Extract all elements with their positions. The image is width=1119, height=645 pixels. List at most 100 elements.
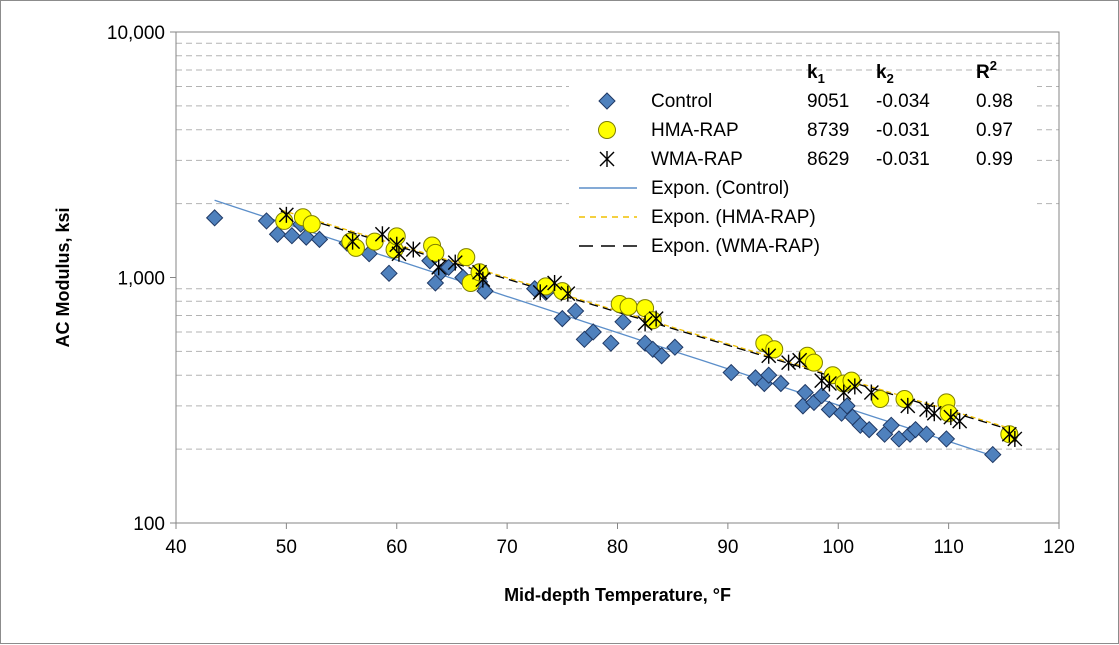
legend-label-wma-rap: WMA-RAP	[651, 149, 743, 170]
x-axis-title: Mid-depth Temperature, °F	[504, 585, 731, 605]
circle-point	[302, 215, 321, 234]
diamond-point	[553, 309, 572, 328]
diamond-point	[796, 383, 814, 402]
asterisk-point	[345, 233, 361, 250]
asterisk-point	[943, 409, 959, 426]
circle-point	[275, 211, 294, 230]
legend-circle-symbol	[598, 121, 616, 139]
diamond-point	[882, 416, 900, 435]
diamond-point	[984, 445, 1002, 464]
diamond-point	[666, 338, 684, 356]
legend-asterisk-marker	[599, 151, 615, 167]
legend-asterisk-symbol	[599, 151, 615, 167]
k2-header-sub: 2	[887, 71, 894, 86]
asterisk-point	[1007, 430, 1023, 447]
circle-point	[871, 389, 890, 408]
data-points	[205, 206, 1023, 464]
legend-label-hma-rap: HMA-RAP	[651, 120, 739, 141]
asterisk-point	[952, 413, 968, 430]
circle-point	[895, 389, 914, 408]
diamond-point	[205, 209, 224, 227]
asterisk-point	[447, 254, 463, 271]
diamond-point	[268, 225, 287, 243]
x-tick-label: 40	[165, 537, 186, 558]
legend-label-control: Control	[651, 91, 712, 112]
x-tick-label: 80	[607, 537, 628, 558]
asterisk-point	[900, 397, 916, 414]
diamond-point	[297, 228, 315, 246]
y-axis-title: AC Modulus, ksi	[53, 207, 73, 347]
r2-header-base: R	[976, 62, 990, 83]
circle-point	[939, 404, 958, 423]
y-tick-label: 10,000	[107, 23, 165, 44]
k2-header: k2	[876, 62, 894, 86]
diamond-point	[652, 347, 671, 365]
x-tick-label: 110	[933, 537, 963, 558]
k1-header: k1	[807, 62, 825, 86]
k1-header-base: k	[807, 62, 818, 83]
asterisk-point	[389, 236, 405, 253]
asterisk-point	[547, 274, 563, 291]
r2-header: R2	[976, 58, 997, 83]
legend-diamond-symbol	[598, 92, 616, 110]
diamond-point	[937, 430, 956, 448]
k1-value-wma-rap: 8629	[807, 149, 849, 170]
diamond-point	[257, 212, 276, 230]
asterisk-point	[637, 315, 653, 332]
y-tick-label: 100	[133, 514, 165, 535]
x-tick-label: 60	[386, 537, 407, 558]
series-wma-rap-points	[278, 206, 1023, 447]
legend-label-expon-hma-rap: Expon. (HMA-RAP)	[651, 207, 816, 228]
series-control-points	[205, 209, 1002, 464]
diamond-point	[860, 420, 878, 439]
circle-point	[619, 297, 638, 316]
y-tick-label: 1,000	[117, 269, 165, 290]
x-tick-label: 90	[717, 537, 738, 558]
legend-entry-hma-rap: HMA-RAP 8739 -0.031 0.97	[598, 120, 1013, 141]
r2-header-sup: 2	[990, 58, 997, 73]
asterisk-point	[405, 241, 421, 258]
asterisk-point	[761, 347, 777, 364]
legend-entry-control: Control 9051 -0.034 0.98	[598, 91, 1013, 112]
legend-diamond-marker	[598, 92, 616, 110]
asterisk-point	[836, 384, 852, 401]
asterisk-point	[919, 401, 935, 418]
axes: 40 50 60 70 80 90 100 110 120 100 1,000 10,000	[107, 23, 1075, 558]
legend-entry-expon-hma-rap: Expon. (HMA-RAP)	[579, 207, 816, 228]
diamond-point	[476, 282, 494, 300]
asterisk-point	[475, 271, 491, 288]
asterisk-point	[863, 384, 879, 401]
asterisk-point	[792, 352, 808, 369]
asterisk-point	[847, 378, 863, 395]
legend-label-expon-control: Expon. (Control)	[651, 178, 789, 199]
asterisk-point	[431, 259, 447, 276]
k1-header-sub: 1	[818, 71, 825, 86]
k1-value-control: 9051	[807, 91, 849, 112]
asterisk-point	[278, 206, 294, 223]
diamond-point	[917, 425, 936, 443]
r2-value-control: 0.98	[976, 91, 1013, 112]
asterisk-point	[814, 372, 830, 389]
circle-point	[346, 238, 365, 257]
diamond-point	[283, 226, 301, 245]
x-tick-label: 120	[1043, 537, 1075, 558]
diamond-point	[772, 374, 790, 393]
legend-entry-expon-wma-rap: Expon. (WMA-RAP)	[579, 236, 820, 257]
diamond-point	[614, 313, 632, 331]
diamond-point	[380, 264, 398, 283]
asterisk-point	[374, 226, 390, 243]
legend: k1 k2 R2 Control 9051 -0.034 0.98 HMA-RA…	[569, 58, 1037, 279]
r2-value-wma-rap: 0.99	[976, 149, 1013, 170]
k1-value-hma-rap: 8739	[807, 120, 849, 141]
asterisk-point	[821, 375, 837, 392]
diamond-point	[760, 366, 778, 384]
legend-label-expon-wma-rap: Expon. (WMA-RAP)	[651, 236, 820, 257]
x-tick-label: 100	[822, 537, 854, 558]
diamond-point	[584, 323, 602, 341]
k2-value-control: -0.034	[876, 91, 930, 112]
diamond-point	[310, 230, 329, 249]
diamond-point	[812, 386, 831, 405]
asterisk-point	[781, 354, 797, 371]
